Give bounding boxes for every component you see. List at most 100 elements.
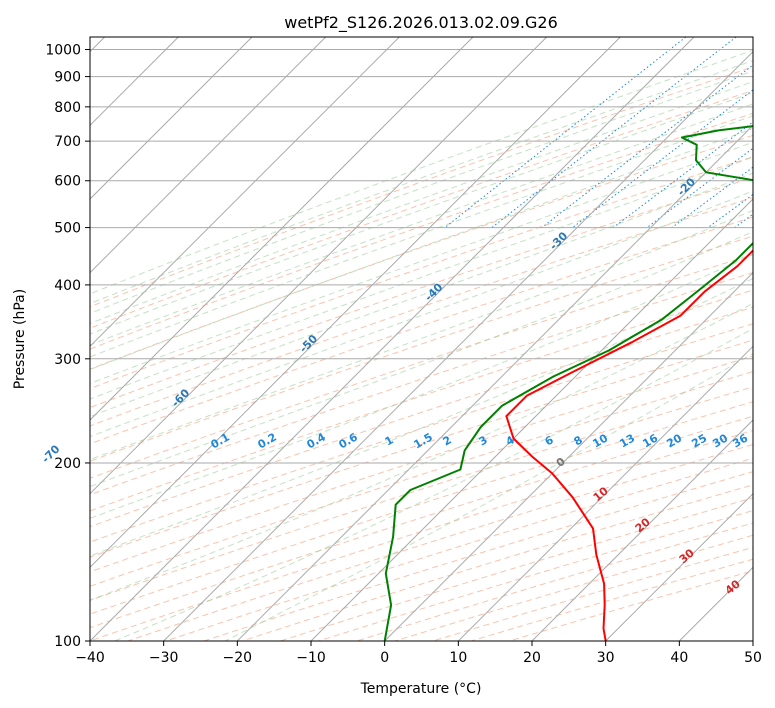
moist-adiabat (90, 115, 753, 358)
dry-adiabat (90, 339, 753, 558)
x-tick-label: 50 (744, 650, 762, 666)
mixing-ratio-line (444, 37, 687, 228)
x-axis-label: Temperature (°C) (360, 681, 482, 697)
moist-adiabat (90, 302, 753, 601)
isotherm-line (90, 37, 253, 200)
y-tick-label: 400 (54, 278, 81, 294)
dry-adiabat (90, 176, 753, 409)
mixing-ratio-label: 0.2 (256, 430, 279, 451)
mixing-ratio-label: 0.1 (209, 430, 232, 451)
mixing-ratio-label: 20 (664, 431, 684, 450)
y-tick-label: 100 (54, 634, 81, 650)
x-tick-label: −20 (223, 650, 253, 666)
y-tick-label: 200 (54, 456, 81, 472)
isotherm-line (90, 37, 621, 569)
dewpoint-profile (383, 125, 753, 641)
moist-adiabat (90, 60, 753, 305)
isotherm-line (163, 50, 753, 641)
moist-adiabat (90, 156, 753, 400)
dry-adiabat (90, 355, 753, 573)
moist-adiabat (90, 231, 753, 488)
mixing-ratio-line (572, 89, 753, 228)
mixing-ratio-label: 0.4 (305, 430, 329, 451)
mixing-ratio-label: 10 (590, 431, 610, 450)
plot-frame (89, 36, 754, 642)
moist-adiabat (90, 91, 753, 335)
x-tick-label: −40 (75, 650, 105, 666)
x-tick-label: 20 (523, 650, 541, 666)
mixing-ratio-line (541, 64, 753, 228)
dry-adiabat (90, 306, 753, 528)
moist-adiabat (90, 103, 753, 346)
isotherm-line (90, 37, 474, 421)
isotherm-line (236, 124, 753, 641)
x-tick-label: 0 (380, 650, 389, 666)
moist-adiabat (90, 277, 753, 557)
mixing-ratio-label: 8 (572, 433, 585, 448)
dry-adiabat (356, 522, 753, 641)
mixing-ratio-label: 30 (710, 431, 730, 450)
isotherm-line (457, 345, 753, 641)
moist-adiabat (90, 49, 753, 295)
x-tick-label: −10 (296, 650, 326, 666)
x-tick-label: 40 (670, 650, 688, 666)
dry-adiabat (90, 253, 753, 479)
isotherm-label: -30 (547, 229, 570, 252)
isotherm-line (678, 566, 753, 641)
moist-adiabat (90, 81, 753, 325)
mixing-ratio-label: 2 (441, 433, 454, 448)
isotherm-line (605, 492, 753, 641)
isotherm-line (531, 419, 753, 641)
isotherm-line (310, 198, 753, 641)
dry-adiabat (90, 272, 753, 496)
dry-adiabat (318, 509, 753, 641)
dry-adiabat (90, 66, 753, 308)
mixing-ratio-line (671, 166, 753, 228)
isotherm-label: -50 (297, 332, 320, 355)
dry-adiabat (90, 401, 753, 615)
mixing-ratio-label: 6 (543, 433, 556, 448)
y-axis-label: Pressure (hPa) (12, 289, 28, 389)
moist-adiabat (90, 209, 753, 461)
moist-adiabat-label: 0 (554, 455, 568, 470)
y-tick-label: 500 (54, 221, 81, 237)
dry-adiabat (394, 534, 753, 641)
y-tick-label: 600 (54, 174, 81, 190)
mixing-ratio-label: 1 (383, 433, 396, 448)
moist-adiabat-label: 30 (677, 546, 697, 566)
mixing-ratio-line (491, 37, 737, 228)
isotherm-line (90, 37, 548, 495)
moist-adiabat (90, 141, 753, 385)
y-tick-label: 1000 (45, 43, 81, 59)
x-tick-label: −30 (149, 650, 179, 666)
mixing-ratio-label: 1.5 (412, 430, 435, 451)
temperature-profile (505, 249, 753, 641)
isotherm-line (384, 271, 753, 641)
isotherm-line (752, 640, 753, 641)
x-tick-label: 30 (597, 650, 615, 666)
isotherm-line (90, 37, 695, 641)
y-tick-label: 700 (54, 134, 81, 150)
chart-title: wetPf2_S126.2026.013.02.09.G26 (284, 13, 558, 33)
x-tick-label: 10 (449, 650, 467, 666)
mixing-ratio-line (734, 213, 753, 229)
moist-adiabat (90, 172, 753, 418)
isotherm-line (90, 37, 327, 274)
dry-adiabat (127, 443, 753, 641)
mixing-ratio-label: 36 (730, 431, 750, 450)
isotherm-line (90, 37, 400, 348)
y-tick-label: 900 (54, 70, 81, 86)
dry-adiabat (90, 386, 753, 601)
y-tick-label: 800 (54, 100, 81, 116)
moist-adiabat (90, 190, 753, 438)
mixing-ratio-label: 3 (477, 433, 490, 448)
dry-adiabat (90, 216, 753, 445)
mixing-ratio-label: 13 (617, 432, 637, 451)
y-tick-label: 300 (54, 352, 81, 368)
moist-adiabat (90, 70, 753, 314)
dry-adiabat (90, 197, 753, 427)
dry-adiabat (90, 415, 753, 629)
dry-adiabat (241, 484, 753, 641)
dry-adiabat (90, 156, 753, 390)
